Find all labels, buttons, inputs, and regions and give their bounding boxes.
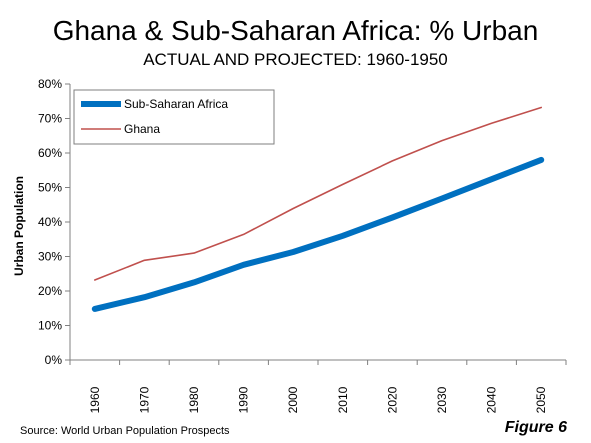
legend-label: Sub-Saharan Africa [124,97,228,111]
y-tick-label: 10% [38,319,62,333]
x-axis-ticks: 1960 1970 1980 1990 2000 2010 2020 2030 2040 2050 [69,360,567,413]
y-tick-label: 50% [38,181,62,195]
x-tick-label: 2050 [534,386,548,413]
x-tick-label: 1960 [88,386,102,413]
x-tick-label: 2030 [435,386,449,413]
y-tick-label: 40% [38,215,62,229]
source-note: Source: World Urban Population Prospects [20,425,230,437]
y-tick-label: 20% [38,284,62,298]
x-tick-label: 2040 [485,386,499,413]
x-tick-label: 1970 [137,386,151,413]
y-tick-label: 0% [45,353,63,367]
series-line-ghana [94,106,543,281]
x-tick-label: 2020 [385,386,399,413]
chart-subtitle: ACTUAL AND PROJECTED: 1960-1950 [143,50,448,69]
y-tick-label: 60% [38,146,62,160]
figure-label: Figure 6 [504,419,567,436]
x-tick-label: 2010 [336,386,350,413]
y-tick-label: 80% [38,77,62,91]
series-lines [91,106,545,312]
y-axis-label: Urban Population [12,176,26,276]
x-tick-label: 1990 [237,386,251,413]
series-line-sub-saharan-africa [91,156,545,312]
legend-box [73,89,275,145]
y-tick-label: 70% [38,112,62,126]
chart-title: Ghana & Sub-Saharan Africa: % Urban [52,15,539,46]
y-tick-label: 30% [38,250,62,264]
x-tick-label: 2000 [286,386,300,413]
x-tick-label: 1980 [187,386,201,413]
legend: Sub-Saharan Africa Ghana [73,89,275,145]
y-axis-ticks: 0% 10% 20% 30% 40% 50% 60% 70% 80% [38,77,70,367]
legend-label: Ghana [124,122,160,136]
